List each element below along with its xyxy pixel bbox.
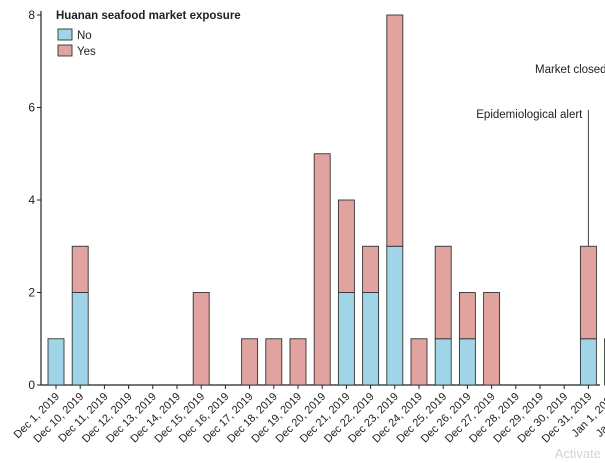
bar-no: [434, 338, 452, 386]
y-tick-label: 2: [28, 286, 35, 300]
watermark: Activate: [554, 446, 601, 461]
bar-yes: [483, 292, 501, 386]
bar-yes: [265, 338, 283, 386]
bar-yes: [362, 245, 380, 293]
bar-no: [386, 245, 404, 386]
bar-yes: [71, 245, 89, 293]
bar-yes: [313, 153, 331, 386]
bar-yes: [579, 245, 597, 340]
axes: 0 2 4 6 8: [28, 8, 600, 392]
y-tick-label: 8: [28, 8, 35, 22]
bar-yes: [434, 245, 452, 340]
legend: Huanan seafood market exposure No Yes: [56, 10, 241, 58]
bar-yes: [289, 338, 307, 386]
bar-yes: [241, 338, 259, 386]
bar-yes: [458, 292, 476, 340]
bar-no: [47, 338, 65, 386]
bar-no: [458, 338, 476, 386]
bar-yes: [410, 338, 428, 386]
bar-yes: [386, 14, 404, 247]
legend-swatch-yes: [57, 44, 73, 57]
legend-swatch-no: [57, 28, 73, 41]
annotation-label: Epidemiological alert: [476, 109, 583, 121]
bars: [47, 14, 605, 386]
legend-label-no: No: [77, 30, 92, 42]
y-tick-label: 6: [28, 101, 35, 115]
y-tick-label: 4: [28, 193, 35, 207]
bar-yes: [192, 292, 210, 386]
bar-no: [579, 338, 597, 386]
annotation-label: Market closed: [535, 64, 605, 76]
legend-title: Huanan seafood market exposure: [56, 10, 241, 22]
bar-yes: [337, 199, 355, 293]
legend-label-yes: Yes: [77, 46, 96, 58]
annotations: Epidemiological alert Market closed: [476, 64, 605, 247]
bar-no: [71, 292, 89, 386]
bar-no: [362, 292, 380, 386]
bar-no: [337, 292, 355, 386]
y-tick-label: 0: [28, 378, 35, 392]
